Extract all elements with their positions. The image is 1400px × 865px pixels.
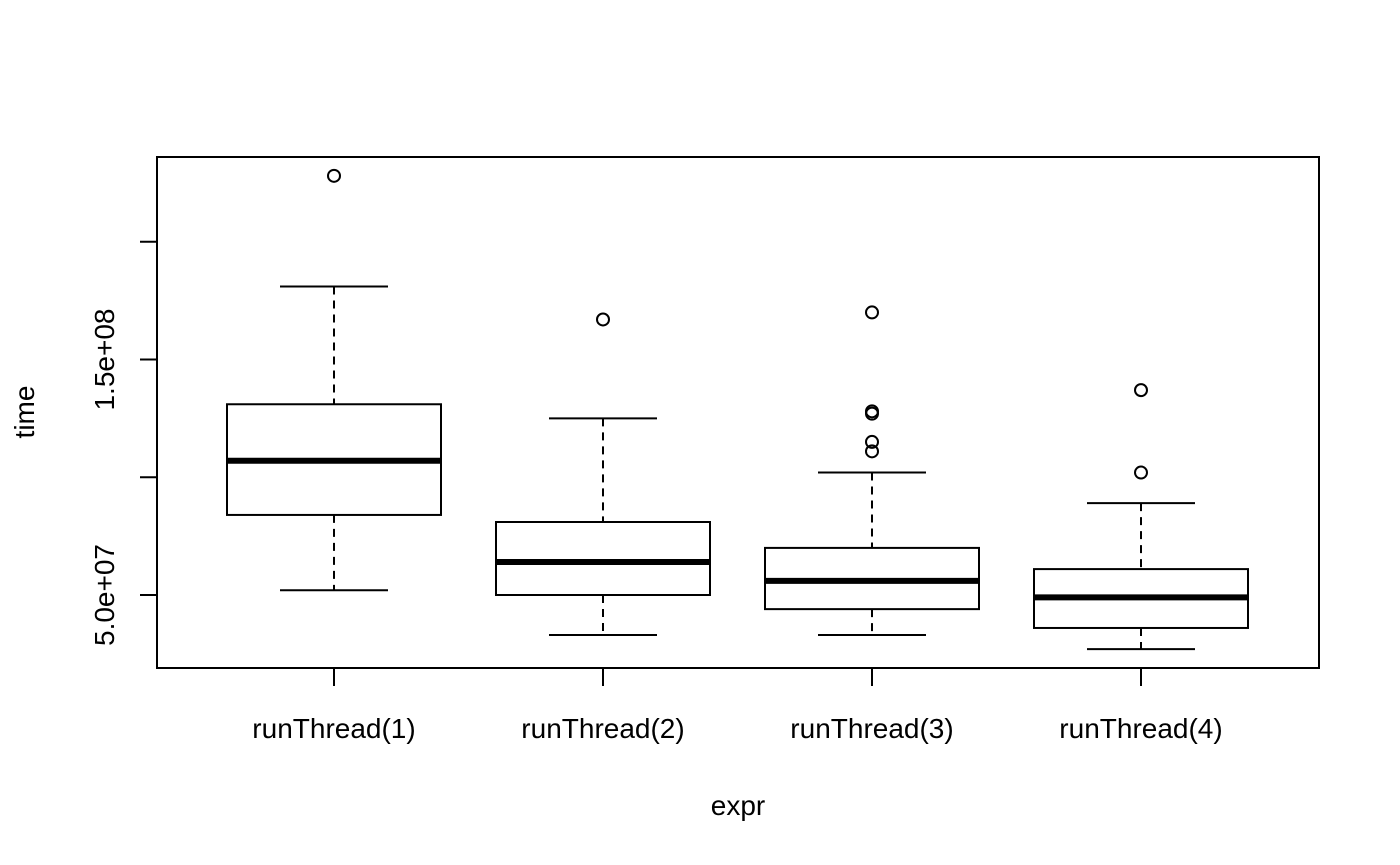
x-tick-label: runThread(4): [1059, 713, 1222, 744]
box-group: [1033, 383, 1249, 651]
y-tick-label: 5.0e+07: [89, 544, 120, 646]
outlier-point: [596, 312, 610, 327]
x-tick-label: runThread(3): [790, 713, 953, 744]
outlier-point: [327, 168, 341, 183]
y-axis: 5.0e+07 1.5e+08: [89, 240, 158, 646]
y-tick-label: 1.5e+08: [89, 309, 120, 411]
y-axis-title: time: [9, 386, 40, 439]
x-tick-label: runThread(2): [521, 713, 684, 744]
box-group: [226, 168, 442, 592]
box-group: [764, 305, 980, 637]
outlier-point: [865, 406, 879, 421]
x-tick-label: runThread(1): [252, 713, 415, 744]
outlier-point: [865, 434, 879, 449]
outlier-point: [865, 444, 879, 459]
boxplot-series: [226, 168, 1249, 651]
x-axis-title: expr: [711, 790, 765, 821]
box-group: [495, 312, 711, 637]
x-axis: runThread(1) runThread(2) runThread(3) runT…: [252, 667, 1223, 744]
outlier-point: [1134, 465, 1148, 480]
outlier-point: [865, 305, 879, 320]
box-iqr: [495, 521, 711, 596]
outlier-point: [1134, 383, 1148, 398]
